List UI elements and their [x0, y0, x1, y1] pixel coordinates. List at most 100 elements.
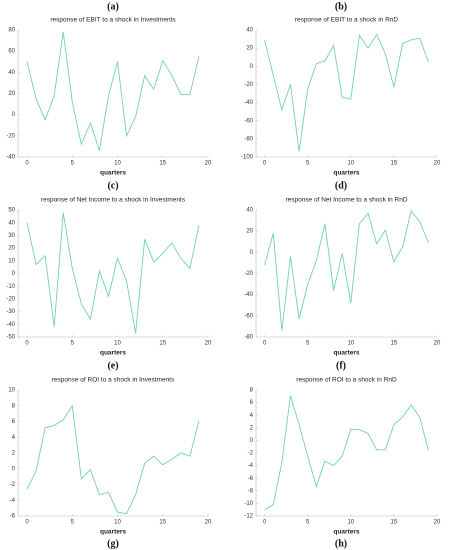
panel-label: (d): [335, 180, 347, 191]
x-tick-label: 10: [114, 161, 121, 167]
data-line: [264, 33, 429, 152]
x-tick-label: 5: [306, 520, 310, 526]
y-tick-label: -2: [248, 451, 254, 457]
y-tick-label: 20: [8, 91, 15, 97]
x-tick-label: 20: [205, 341, 212, 347]
panel-label: (a): [107, 1, 119, 12]
y-tick-label: 30: [8, 233, 15, 239]
panel-label: (e): [107, 360, 118, 371]
y-tick-label: -20: [244, 82, 253, 88]
x-tick-label: 5: [306, 161, 310, 167]
y-tick-label: -10: [244, 501, 253, 507]
y-tick-label: -60: [244, 118, 253, 124]
chart-title: response of Net Income to a shock in Inv…: [41, 197, 186, 204]
y-tick-label: 6: [250, 400, 254, 406]
x-tick-label: 0: [25, 161, 29, 167]
y-tick-label: -8: [248, 488, 254, 494]
x-tick-label: 15: [159, 520, 166, 526]
y-tick-label: 8: [250, 388, 254, 394]
y-tick-label: 4: [12, 435, 16, 441]
y-tick-label: 40: [246, 208, 253, 214]
y-tick-label: -40: [6, 155, 15, 161]
data-line: [264, 395, 429, 511]
x-tick-label: 15: [159, 161, 166, 167]
panel-label: (f): [336, 360, 346, 371]
y-tick-label: 0: [12, 466, 16, 472]
x-axis-label: quarters: [333, 529, 359, 536]
y-tick-label: 2: [12, 451, 16, 457]
x-tick-label: 5: [71, 341, 75, 347]
x-tick-label: 10: [114, 341, 121, 347]
data-line: [264, 210, 429, 331]
x-tick-label: 5: [71, 520, 75, 526]
y-tick-label: 0: [12, 271, 16, 277]
data-line: [26, 212, 200, 334]
x-axis-label: quarters: [100, 529, 126, 536]
y-tick-label: -80: [244, 136, 253, 142]
y-tick-label: -20: [244, 271, 253, 277]
y-tick-label: 0: [250, 250, 254, 256]
x-axis-label: quarters: [333, 350, 359, 357]
x-tick-label: 0: [263, 161, 267, 167]
y-tick-label: -6: [248, 476, 254, 482]
x-tick-label: 20: [434, 520, 441, 526]
y-tick-label: 50: [8, 208, 15, 214]
y-tick-label: -4: [10, 498, 16, 504]
y-tick-label: -40: [244, 292, 253, 298]
y-tick-label: 80: [8, 28, 15, 34]
x-tick-label: 20: [205, 520, 212, 526]
y-tick-label: 0: [250, 64, 254, 70]
panel-label: (b): [335, 1, 347, 12]
chart-title: response of EBIT to a shock in Investmen…: [50, 17, 176, 24]
panel-label: (c): [107, 180, 118, 191]
x-tick-label: 10: [347, 161, 354, 167]
y-tick-label: -30: [6, 309, 15, 315]
y-tick-label: 40: [246, 28, 253, 34]
x-tick-label: 20: [434, 341, 441, 347]
x-axis-label: quarters: [100, 350, 126, 357]
y-tick-label: 40: [8, 70, 15, 76]
y-tick-label: 6: [12, 419, 16, 425]
x-tick-label: 5: [71, 161, 75, 167]
x-tick-label: 15: [391, 520, 398, 526]
y-tick-label: 20: [8, 246, 15, 252]
data-line: [26, 32, 200, 151]
x-tick-label: 0: [263, 520, 267, 526]
x-tick-label: 0: [25, 520, 29, 526]
data-line: [26, 404, 200, 515]
chart-title: response of ROI to a shock in Investment…: [52, 377, 175, 384]
x-tick-label: 15: [159, 341, 166, 347]
x-tick-label: 20: [205, 161, 212, 167]
y-tick-label: 0: [12, 112, 16, 118]
y-tick-label: 8: [12, 403, 16, 409]
chart-title: response of ROI to a shock in RnD: [296, 377, 397, 384]
y-tick-label: 20: [246, 46, 253, 52]
panel-label: (g): [107, 538, 119, 549]
y-tick-label: -20: [6, 133, 15, 139]
y-tick-label: -4: [248, 463, 254, 469]
x-tick-label: 0: [263, 341, 267, 347]
panel-label: (h): [335, 538, 347, 549]
y-tick-label: -20: [6, 296, 15, 302]
y-tick-label: -2: [10, 482, 16, 488]
y-tick-label: -40: [244, 100, 253, 106]
y-tick-label: -40: [6, 322, 15, 328]
y-tick-label: 10: [8, 388, 15, 394]
x-tick-label: 10: [114, 520, 121, 526]
y-tick-label: -50: [6, 335, 15, 341]
y-tick-label: 0: [250, 438, 254, 444]
y-tick-label: -80: [244, 335, 253, 341]
x-tick-label: 15: [391, 341, 398, 347]
y-tick-label: 10: [8, 258, 15, 264]
y-tick-label: 4: [250, 413, 254, 419]
y-tick-label: 2: [250, 425, 254, 431]
x-tick-label: 5: [306, 341, 310, 347]
y-tick-label: -12: [244, 514, 253, 520]
x-tick-label: 15: [391, 161, 398, 167]
chart-title: response of Net Income to a shock in RnD: [285, 197, 407, 204]
x-tick-label: 20: [434, 161, 441, 167]
x-axis-label: quarters: [100, 170, 126, 177]
y-tick-label: 20: [246, 229, 253, 235]
y-tick-label: -100: [241, 155, 254, 161]
